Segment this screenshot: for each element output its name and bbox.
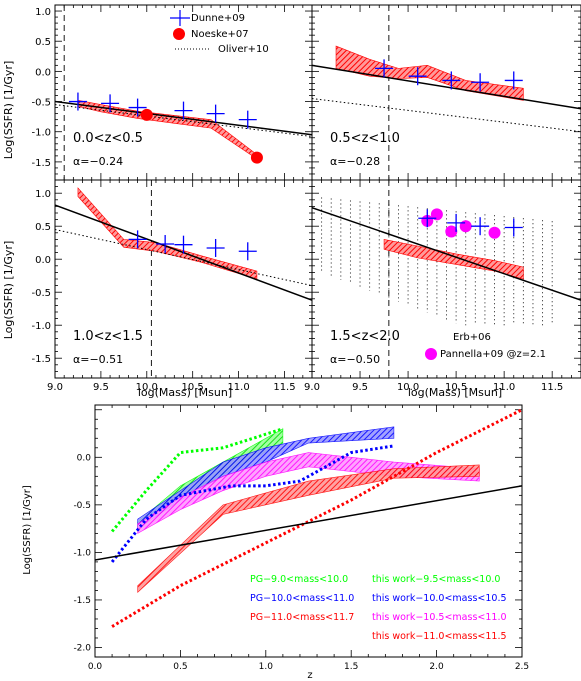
x-tick-label: 9.5 <box>352 382 368 393</box>
legend-erb-label: Erb+06 <box>453 332 491 343</box>
pannella-point <box>488 226 501 239</box>
legend-dunne-label: Dunne+09 <box>191 13 245 24</box>
x-tick-label: 10.5 <box>182 382 204 393</box>
y-tick-label: 0.5 <box>35 222 51 233</box>
panel-0-0-z-0-0.5: -1.5 -1.0 -0.5 0.0 0.5 1.0 0.0<z<0.5 α=−0.24 <box>31 4 313 181</box>
alpha-label: α=−0.51 <box>73 353 123 366</box>
legend-bottom: PG−9.0<mass<10.0 PG−10.0<mass<11.0 PG−11… <box>250 574 507 642</box>
redshift-label: 1.5<z<2.0 <box>330 329 400 344</box>
legend-pg1: PG−9.0<mass<10.0 <box>250 574 348 585</box>
this-work-band <box>335 45 524 101</box>
fit-line <box>95 485 522 561</box>
legend-noeske-dot <box>173 28 185 40</box>
noeske-point <box>250 151 263 164</box>
y-tick-label: 0.5 <box>35 37 51 48</box>
alpha-label: α=−0.50 <box>330 353 380 366</box>
legend-bottom-right: Erb+06 Pannella+09 @z=2.1 <box>425 332 546 360</box>
y-axis-label-bottom: Log(SSFR) [1/Gyr] <box>22 485 33 575</box>
pannella-point <box>445 225 458 238</box>
pannella-point <box>430 208 443 221</box>
y-tick-label: -1.5 <box>31 354 51 365</box>
y-tick-label: 1.0 <box>35 7 51 18</box>
x-tick-label: 1.5 <box>344 662 358 672</box>
legend-pg3: PG−11.0<mass<11.7 <box>250 612 354 623</box>
x-tick-label: 11.5 <box>273 382 295 393</box>
legend-top-left: Dunne+09 Noeske+07 Oliver+10 <box>170 10 269 55</box>
pg-line <box>111 408 522 628</box>
x-axis-label-bottom: z <box>307 670 312 681</box>
this-work-band <box>77 99 258 160</box>
redshift-label: 0.5<z<1.0 <box>330 131 400 146</box>
y-tick-label: 0.0 <box>77 453 92 463</box>
x-tick-label: 10.5 <box>445 382 467 393</box>
legend-tw4: this work−11.0<mass<11.5 <box>372 631 507 642</box>
this-work-band <box>137 464 480 594</box>
this-work-band <box>77 187 258 280</box>
legend-pannella-dot <box>425 348 437 360</box>
redshift-label: 1.0<z<1.5 <box>73 329 143 344</box>
pg-line <box>110 427 284 533</box>
panel-1.5-2.0: 9.0 9.5 10.0 10.5 11.0 11.5 1.5<z<2.0 α=−0.50 <box>304 179 581 393</box>
alpha-label: α=−0.28 <box>330 155 380 168</box>
y-tick-label: -1.0 <box>31 128 51 139</box>
fit-line <box>312 207 581 301</box>
legend-oliver-label: Oliver+10 <box>218 44 269 55</box>
y-tick-label: -1.5 <box>31 158 51 169</box>
y-tick-label: -2.0 <box>73 643 91 653</box>
x-tick-label: 2.0 <box>429 662 444 672</box>
pg-line <box>110 444 395 563</box>
y-tick-label: -0.5 <box>31 98 51 109</box>
y-tick-label: -1.0 <box>31 321 51 332</box>
legend-tw3: this work−10.5<mass<11.0 <box>372 612 507 623</box>
redshift-label: 0.0<z<0.5 <box>73 131 143 146</box>
y-tick-label: 0.0 <box>35 255 51 266</box>
plot-area <box>312 45 581 133</box>
panel-0.5-1.0: 0.5<z<1.0 α=−0.28 <box>311 4 581 181</box>
legend-pannella-label: Pannella+09 @z=2.1 <box>440 349 546 360</box>
oliver-line <box>55 104 312 138</box>
x-tick-label: 11.0 <box>493 382 515 393</box>
panel-z-evolution: 0.0 0.5 1.0 1.5 2.0 2.5 -2.0 -1.5 -1.0 -0.5 0.0 <box>73 404 529 672</box>
y-tick-label: 0.0 <box>35 67 51 78</box>
x-axis-label-right: log(Mass) [Msun] <box>408 386 502 399</box>
x-tick-label: 10.0 <box>136 382 158 393</box>
panel-frame <box>94 404 523 658</box>
legend-pg2: PG−10.0<mass<11.0 <box>250 593 354 604</box>
oliver-line <box>312 98 581 133</box>
plot-area <box>312 196 581 326</box>
panel-1.0-1.5: 9.0 9.5 10.0 10.5 11.0 11.5 -1.5 -1.0 -0.5 0.0 0.5… <box>31 179 313 393</box>
x-tick-label: 9.0 <box>47 382 63 393</box>
plot-area <box>95 408 522 628</box>
y-tick-label: -1.0 <box>73 548 91 558</box>
x-tick-label: 1.0 <box>259 662 274 672</box>
x-tick-label: 9.0 <box>304 382 320 393</box>
plot-area <box>55 92 312 164</box>
fit-line <box>312 64 581 110</box>
noeske-point <box>140 108 153 121</box>
y-tick-label: -1.5 <box>73 596 91 606</box>
y-tick-label: -0.5 <box>31 288 51 299</box>
legend-noeske-label: Noeske+07 <box>191 29 249 40</box>
plot-area <box>55 187 312 301</box>
x-tick-label: 0.5 <box>173 662 187 672</box>
x-axis-label-left: log(Mass) [Msun] <box>138 386 232 399</box>
alpha-label: α=−0.24 <box>73 155 123 168</box>
y-tick-label: 1.0 <box>35 189 51 200</box>
y-tick-label: -0.5 <box>73 501 91 511</box>
x-tick-label: 9.5 <box>93 382 109 393</box>
pannella-point <box>459 220 472 233</box>
x-tick-label: 2.5 <box>515 662 529 672</box>
panel-frame <box>311 4 581 181</box>
y-axis-label-mid: Log(SSFR) [1/Gyr] <box>2 241 15 340</box>
x-tick-label: 10.0 <box>397 382 419 393</box>
y-axis-label-top: Log(SSFR) [1/Gyr] <box>2 61 15 160</box>
legend-tw1: this work−9.5<mass<10.0 <box>372 574 500 585</box>
x-tick-label: 11.5 <box>541 382 563 393</box>
legend-tw2: this work−10.0<mass<10.5 <box>372 593 507 604</box>
x-tick-label: 0.0 <box>88 662 103 672</box>
x-tick-label: 11.0 <box>227 382 249 393</box>
